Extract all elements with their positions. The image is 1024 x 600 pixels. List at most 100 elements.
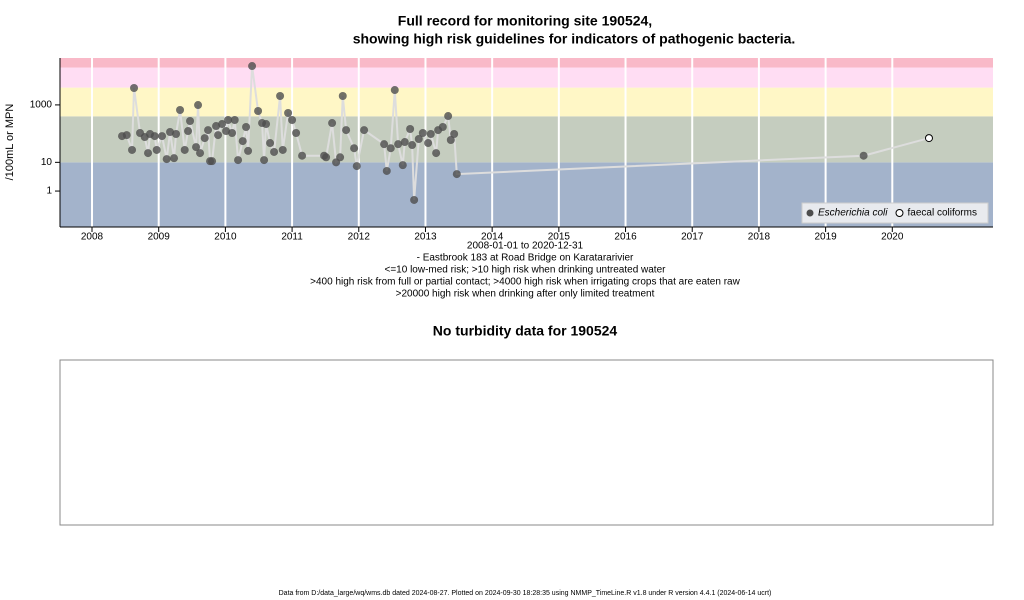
data-point	[260, 156, 269, 165]
data-point	[352, 162, 361, 171]
data-point	[444, 112, 453, 121]
data-point	[408, 141, 417, 150]
data-point	[336, 153, 345, 162]
x-axis-caption: >400 high risk from full or partial cont…	[310, 277, 740, 288]
data-point	[214, 131, 223, 140]
empty-panel	[59, 359, 994, 526]
y-tick-label: 1	[46, 186, 52, 197]
data-point	[254, 107, 263, 116]
data-point	[859, 151, 868, 160]
panel-title: No turbidity data for 190524	[433, 323, 618, 339]
data-point	[224, 116, 233, 125]
data-point	[192, 143, 201, 152]
legend-box	[801, 202, 989, 224]
data-point	[128, 145, 137, 154]
data-point	[398, 161, 407, 170]
data-point	[450, 130, 459, 139]
data-point	[360, 126, 369, 135]
x-tick-label: 2008	[81, 232, 104, 243]
x-axis-caption: - Eastbrook 183 at Road Bridge on Karata…	[417, 253, 634, 264]
data-point	[338, 92, 347, 101]
data-point	[208, 157, 217, 166]
data-point	[234, 156, 243, 165]
data-point	[238, 137, 247, 146]
data-point	[176, 106, 185, 115]
data-point	[262, 120, 271, 129]
data-point	[380, 140, 389, 149]
data-point	[170, 154, 179, 163]
data-point	[196, 149, 205, 158]
data-point	[130, 83, 139, 92]
data-point	[228, 129, 237, 138]
x-tick-label: 2018	[748, 232, 771, 243]
data-point	[204, 126, 213, 135]
x-tick-label: 2012	[348, 232, 371, 243]
data-point	[194, 101, 203, 110]
data-point	[186, 117, 195, 126]
y-tick-label: 10	[41, 157, 53, 168]
data-point	[432, 149, 441, 158]
data-point	[244, 146, 253, 155]
data-point	[218, 120, 227, 129]
data-point	[406, 124, 415, 133]
data-point	[172, 130, 181, 139]
guideline-band	[60, 58, 993, 68]
data-point	[394, 140, 403, 149]
data-point	[328, 119, 337, 128]
data-point	[418, 129, 427, 138]
legend-label: faecal coliforms	[907, 208, 976, 219]
x-tick-label: 2019	[814, 232, 837, 243]
data-point	[180, 145, 189, 154]
x-tick-label: 2009	[148, 232, 171, 243]
data-point	[162, 155, 171, 164]
title-line: Full record for monitoring site 190524,	[398, 13, 652, 29]
data-point	[322, 153, 331, 162]
data-point	[452, 170, 461, 179]
data-point	[248, 62, 257, 71]
data-point	[292, 129, 301, 138]
x-tick-label: 2017	[681, 232, 704, 243]
x-axis-caption: <=10 low-med risk; >10 high risk when dr…	[385, 265, 667, 276]
legend-marker	[806, 209, 814, 217]
title-line: showing high risk guidelines for indicat…	[353, 31, 796, 47]
data-point	[166, 127, 175, 136]
y-tick-label: 1000	[30, 100, 53, 111]
guideline-band	[60, 67, 993, 88]
data-point	[414, 134, 423, 143]
data-point	[122, 131, 131, 140]
data-point	[288, 116, 297, 125]
data-point	[212, 122, 221, 131]
data-point	[410, 195, 419, 204]
guideline-band	[60, 87, 993, 117]
data-point	[438, 123, 447, 132]
x-tick-label: 2013	[414, 232, 437, 243]
x-tick-label: 2020	[881, 232, 904, 243]
legend-marker	[895, 209, 904, 217]
data-point	[298, 151, 307, 160]
data-point	[426, 130, 435, 139]
data-point	[266, 139, 275, 148]
y-axis-label: /100mL or MPN	[4, 104, 16, 181]
x-axis-caption: 2008-01-01 to 2020-12-31	[467, 241, 584, 252]
data-point	[342, 126, 351, 135]
data-point	[400, 138, 409, 147]
x-tick-label: 2010	[214, 232, 237, 243]
footer: Data from D:/data_large/wq/wms.db dated …	[279, 590, 772, 597]
data-point	[184, 127, 193, 136]
x-axis-caption: >20000 high risk when drinking after onl…	[396, 289, 655, 300]
data-point	[284, 109, 293, 118]
x-tick-label: 2014	[481, 232, 504, 243]
data-point	[242, 123, 251, 132]
x-tick-label: 2011	[281, 232, 303, 243]
data-point	[424, 139, 433, 148]
data-point	[144, 149, 153, 158]
data-point	[270, 147, 279, 156]
data-point	[386, 144, 395, 153]
data-point	[158, 132, 167, 141]
data-point	[390, 86, 399, 95]
x-tick-label: 2015	[548, 232, 571, 243]
data-point	[230, 116, 239, 125]
legend-label: Escherichia coli	[818, 208, 888, 219]
data-point	[150, 132, 159, 141]
